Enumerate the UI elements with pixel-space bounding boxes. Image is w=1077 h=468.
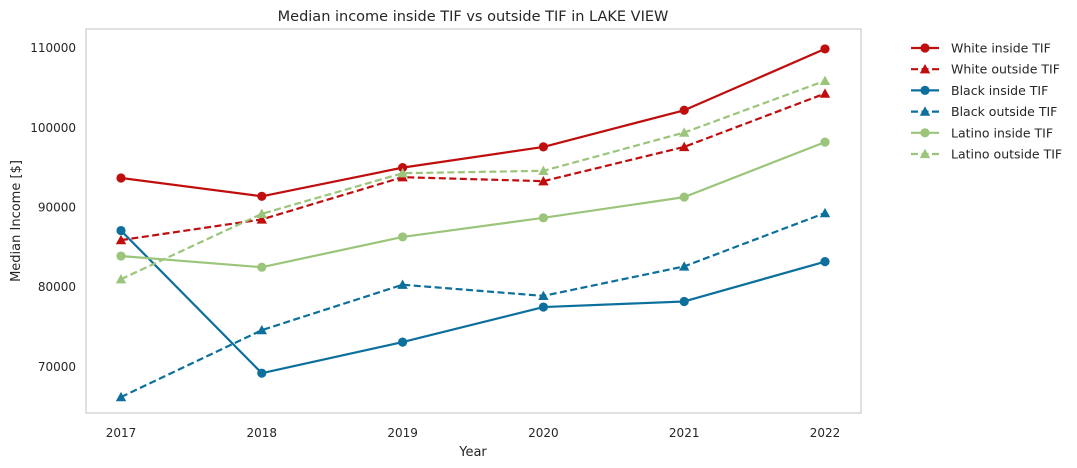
data-point [819,207,831,218]
plot-frame [85,28,862,414]
legend-item: White outside TIF [911,62,1060,77]
series [116,225,830,378]
legend-item: White inside TIF [911,41,1051,56]
data-point [819,75,831,85]
legend-label: White outside TIF [951,62,1060,77]
data-point [679,261,690,271]
data-point [820,257,830,267]
series-line [120,212,826,399]
x-axis-label: Year [458,445,487,460]
legend-item: Latino outside TIF [911,147,1062,162]
legend-item: Black outside TIF [911,104,1057,119]
legend-marker [919,106,931,116]
series [115,88,831,245]
data-point [256,214,267,224]
y-axis-label: Median Income [$] [9,160,24,282]
data-point [538,165,549,175]
y-tick-labels: 70000 80000 90000 100000 110000 [30,41,76,374]
series-line [120,92,826,242]
legend-label: White inside TIF [951,41,1051,56]
series [115,75,831,284]
legend: White inside TIF White outside TIF Black i… [911,41,1062,162]
data-point [820,44,830,54]
y-tick-label: 90000 [38,200,76,214]
series [116,44,830,201]
data-point [257,368,267,378]
data-point [679,296,689,307]
x-tick-label: 2017 [106,426,137,440]
series-line [120,141,826,269]
data-point [115,273,127,284]
data-point [538,290,549,301]
x-tick-labels: 2017 2018 2019 2020 2021 2022 [106,426,841,440]
legend-label: Black outside TIF [951,104,1057,119]
series-line [120,229,826,375]
data-point [538,213,549,223]
data-point [257,262,267,272]
legend-marker [920,85,930,95]
y-tick-label: 100000 [30,121,76,135]
data-point [398,232,408,242]
data-point [679,105,689,115]
data-point [819,88,831,98]
x-tick-label: 2018 [247,426,278,440]
legend-marker [919,64,931,74]
legend-item: Black inside TIF [911,83,1048,98]
data-point [256,324,267,335]
data-point [679,192,689,202]
data-point [820,137,830,147]
data-point [538,302,549,312]
y-tick-label: 70000 [38,360,76,374]
legend-label: Latino inside TIF [951,125,1053,140]
x-tick-label: 2021 [669,426,700,440]
data-point [116,173,126,183]
data-point [679,141,690,152]
data-point [398,337,408,347]
series-line [120,47,826,198]
data-point [538,175,549,186]
legend-label: Black inside TIF [951,83,1048,98]
data-point [115,234,127,245]
legend-label: Latino outside TIF [951,147,1062,162]
y-tick-label: 80000 [38,280,76,294]
data-point [116,251,126,261]
data-point [257,191,267,201]
x-tick-label: 2019 [387,426,418,440]
data-point [397,167,408,178]
data-point [679,127,690,137]
series-line [120,79,826,281]
legend-marker [919,148,931,159]
data-point [398,163,408,173]
data-point [115,391,127,402]
series [115,207,831,402]
data-point [116,225,126,236]
x-tick-label: 2022 [810,426,841,440]
series-layer [115,44,831,402]
data-point [397,279,408,289]
x-tick-label: 2020 [528,426,559,440]
chart-title: Median income inside TIF vs outside TIF … [278,9,669,25]
data-point [538,142,549,152]
series [116,137,830,272]
data-point [256,208,267,218]
legend-marker [920,128,930,138]
y-tick-label: 110000 [30,41,76,55]
legend-marker [920,43,930,53]
legend-item: Latino inside TIF [911,125,1053,140]
